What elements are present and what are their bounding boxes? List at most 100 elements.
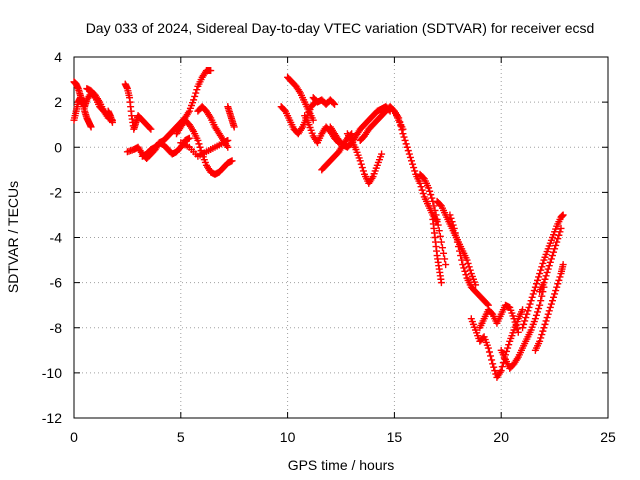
data-point [543, 268, 551, 276]
data-point [435, 227, 443, 235]
data-point [557, 224, 565, 232]
data-point [401, 136, 409, 144]
data-point [416, 179, 424, 187]
data-point [378, 150, 386, 158]
data-point [395, 114, 403, 122]
data-point [465, 263, 473, 271]
data-point [431, 206, 439, 214]
data-point [147, 125, 155, 133]
data-point [448, 218, 456, 226]
data-point [230, 123, 238, 131]
data-point [553, 283, 561, 291]
data-point [430, 202, 438, 210]
data-point [542, 317, 550, 325]
data-point [526, 300, 534, 308]
data-point [556, 228, 564, 236]
data-point [542, 272, 550, 280]
x-tick-label: 20 [493, 429, 509, 445]
data-point [544, 265, 552, 273]
data-point [331, 100, 339, 108]
data-point [428, 194, 436, 202]
x-tick-label: 0 [70, 429, 78, 445]
data-point [512, 321, 520, 329]
data-point [534, 276, 542, 284]
data-point [545, 307, 553, 315]
data-point [497, 367, 505, 375]
data-point [489, 360, 497, 368]
data-point [87, 123, 95, 131]
data-point [539, 259, 547, 267]
data-point [196, 143, 204, 151]
data-point [534, 308, 542, 316]
data-point [559, 211, 567, 219]
data-point [521, 317, 529, 325]
data-point [454, 243, 462, 251]
data-point [192, 89, 200, 97]
x-axis-label: GPS time / hours [288, 457, 395, 473]
data-point [108, 118, 116, 126]
y-tick-label: -12 [42, 410, 62, 426]
data-point [185, 134, 193, 142]
data-point [552, 287, 560, 295]
grid [74, 57, 608, 418]
data-point [404, 147, 412, 155]
data-point [460, 264, 468, 272]
x-tick-label: 5 [177, 429, 185, 445]
data-point [553, 238, 561, 246]
data-point [537, 334, 545, 342]
data-point [546, 303, 554, 311]
data-point [490, 363, 498, 371]
data-point [453, 238, 461, 246]
data-point [505, 341, 513, 349]
data-point [400, 133, 408, 141]
data-point [546, 258, 554, 266]
data-point [531, 283, 539, 291]
data-point [522, 314, 530, 322]
y-tick-label: -8 [50, 320, 63, 336]
data-point [437, 279, 445, 287]
data-point [524, 307, 532, 315]
data-point [539, 327, 547, 335]
axis-ticks: 0 5 10 15 20 25 -12 -10 -8 -6 -4 -2 0 2 4 [42, 49, 616, 445]
y-tick-label: -2 [50, 184, 63, 200]
data-point [519, 306, 527, 314]
data-point [550, 293, 558, 301]
data-point [195, 140, 203, 148]
data-point [438, 244, 446, 252]
data-point [426, 187, 434, 195]
data-point [419, 190, 427, 198]
data-point [484, 344, 492, 352]
data-point [456, 247, 464, 255]
data-point [548, 252, 556, 260]
data-point [537, 266, 545, 274]
data-point [519, 324, 527, 332]
data-point [190, 96, 198, 104]
data-point [552, 241, 560, 249]
data-point [483, 300, 491, 308]
data-point [487, 352, 495, 360]
data-point [536, 337, 544, 345]
data-point [548, 297, 556, 305]
data-point [547, 255, 555, 263]
data-point [554, 280, 562, 288]
data-point [358, 164, 366, 172]
data-point [511, 318, 519, 326]
data-point [146, 124, 154, 132]
data-point [532, 280, 540, 288]
data-point [536, 270, 544, 278]
data-point [547, 300, 555, 308]
data-point [551, 245, 559, 253]
data-point [402, 140, 410, 148]
data-point [461, 267, 469, 275]
data-point [407, 157, 415, 165]
y-axis-label: SDTVAR / TECUs [5, 181, 21, 293]
data-point [399, 130, 407, 138]
data-point [194, 136, 202, 144]
data-point [556, 273, 564, 281]
data-point [551, 290, 559, 298]
data-point [405, 150, 413, 158]
data-point [440, 249, 448, 257]
data-point [406, 153, 414, 161]
data-point [550, 248, 558, 256]
